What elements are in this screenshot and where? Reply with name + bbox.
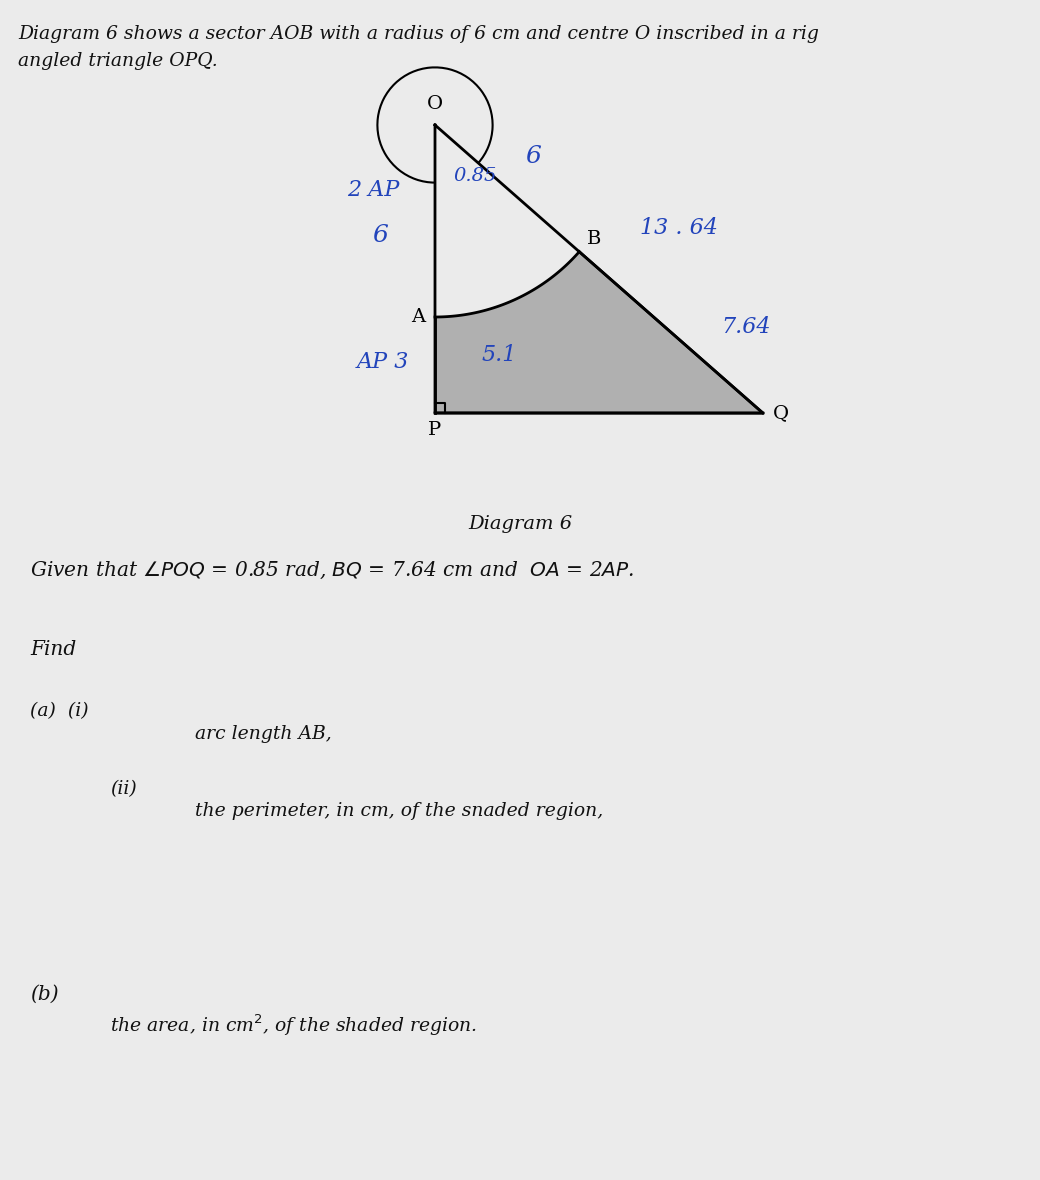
Text: A: A [411,308,425,326]
Text: P: P [428,421,442,439]
Text: Diagram 6 shows a sector AOB with a radius of 6 cm and centre O inscribed in a r: Diagram 6 shows a sector AOB with a radi… [18,25,818,42]
Text: AP 3: AP 3 [357,350,409,373]
Text: 0.85: 0.85 [453,168,496,185]
Text: Q: Q [773,404,789,422]
Polygon shape [435,251,763,413]
Text: 7.64: 7.64 [722,316,771,339]
Text: O: O [427,96,443,113]
Text: (a)  (i): (a) (i) [30,702,88,720]
Text: angled triangle OPQ.: angled triangle OPQ. [18,52,217,70]
Text: the area, in cm$^2$, of the shaded region.: the area, in cm$^2$, of the shaded regio… [110,1012,477,1037]
Text: Diagram 6: Diagram 6 [468,514,572,533]
Text: Find: Find [30,640,76,658]
Text: Given that $\angle POQ$ = 0.85 rad, $BQ$ = 7.64 cm and  $OA$ = 2$AP$.: Given that $\angle POQ$ = 0.85 rad, $BQ$… [30,560,634,582]
Text: (b): (b) [30,985,58,1004]
Text: 6: 6 [525,145,541,169]
Text: 13 . 64: 13 . 64 [640,217,718,240]
Text: (ii): (ii) [110,780,136,798]
Text: 2 AP: 2 AP [346,179,399,201]
Text: B: B [588,230,601,248]
Text: the perimeter, in cm, of the snaded region,: the perimeter, in cm, of the snaded regi… [196,802,603,820]
Text: 6: 6 [372,223,388,247]
Text: arc length AB,: arc length AB, [196,725,332,743]
Text: 5.1: 5.1 [482,345,517,367]
